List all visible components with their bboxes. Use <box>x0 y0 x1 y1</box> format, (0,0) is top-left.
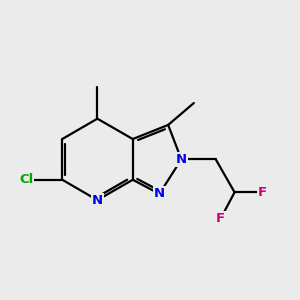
Text: N: N <box>154 188 165 200</box>
Text: F: F <box>258 186 267 199</box>
Text: Cl: Cl <box>19 173 33 186</box>
Text: N: N <box>176 153 187 166</box>
Text: N: N <box>92 194 103 207</box>
Text: F: F <box>216 212 225 225</box>
